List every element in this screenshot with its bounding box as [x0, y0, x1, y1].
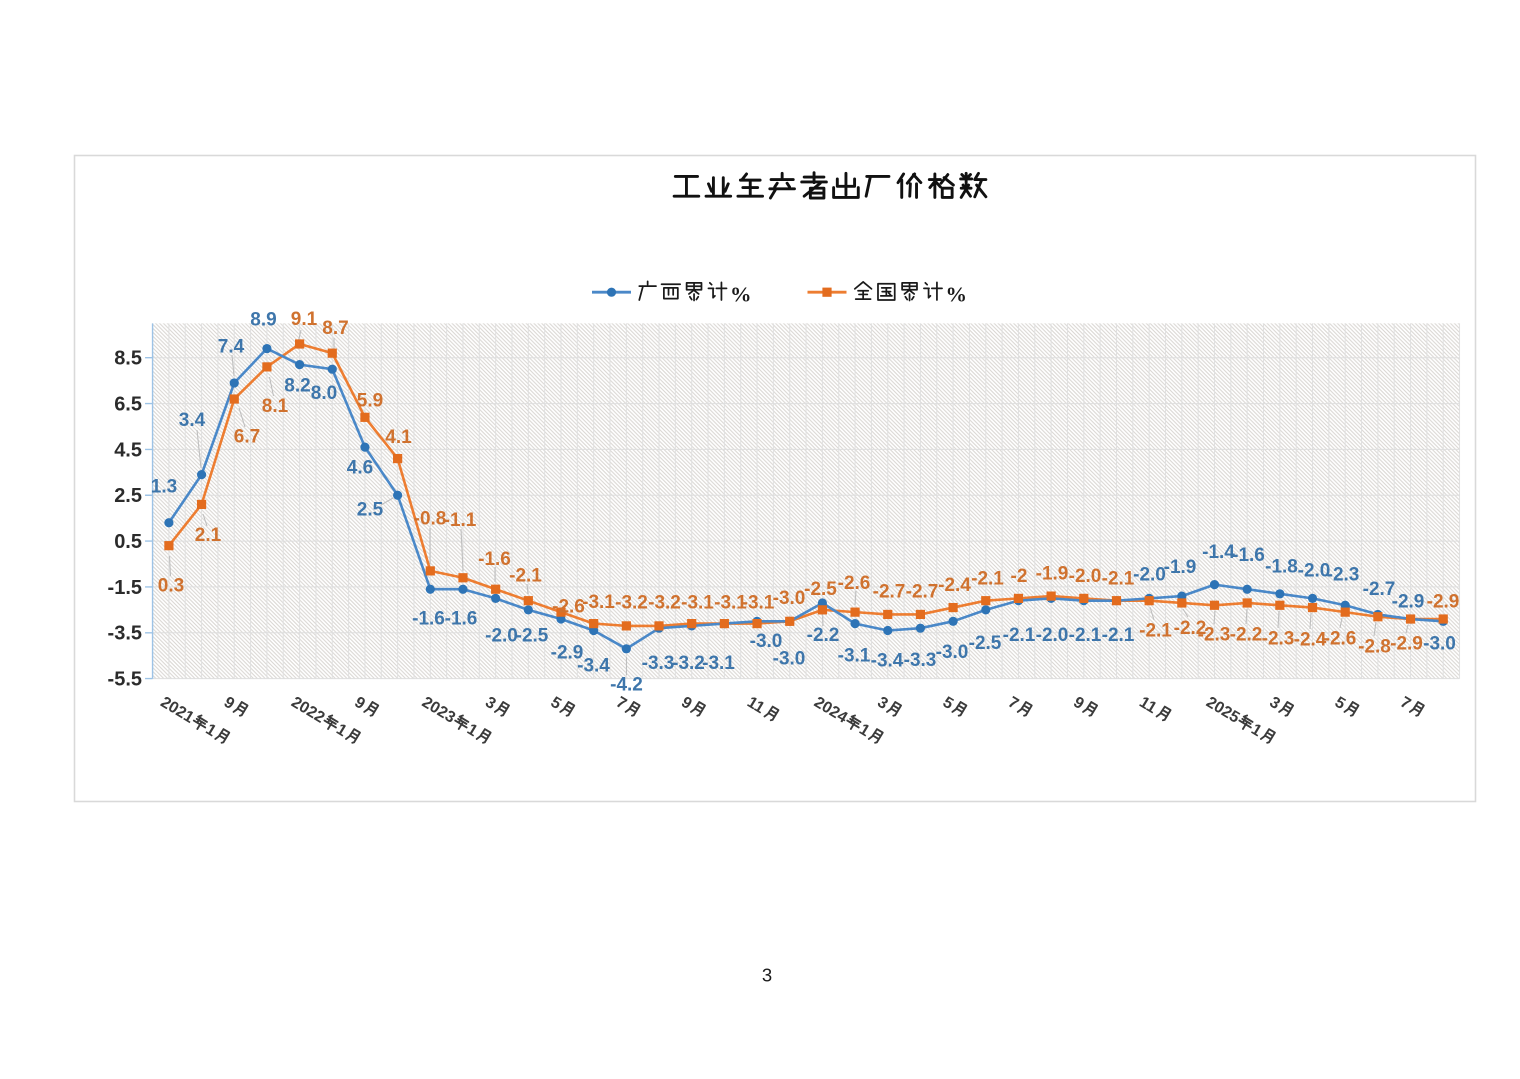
svg-text:-1.1: -1.1 — [444, 510, 477, 531]
svg-text:-1.5: -1.5 — [108, 577, 142, 599]
svg-text:3.4: 3.4 — [179, 410, 206, 431]
svg-text:-2.6: -2.6 — [1324, 628, 1357, 649]
svg-text:-1.4: -1.4 — [1202, 542, 1235, 563]
svg-text:-4.2: -4.2 — [610, 674, 643, 695]
svg-text:-3.4: -3.4 — [871, 650, 904, 671]
svg-text:3: 3 — [762, 965, 772, 986]
svg-text:-1.6: -1.6 — [445, 608, 478, 629]
svg-text:-2.1: -2.1 — [1102, 568, 1135, 589]
svg-text:-3.0: -3.0 — [936, 642, 969, 663]
svg-text:4.1: 4.1 — [385, 427, 412, 448]
svg-text:-3.0: -3.0 — [1423, 633, 1456, 654]
svg-text:-2: -2 — [1011, 566, 1028, 587]
svg-text:-2.3: -2.3 — [1262, 628, 1295, 649]
svg-text:-2.3: -2.3 — [1198, 624, 1231, 645]
svg-text:-1.6: -1.6 — [412, 608, 445, 629]
svg-text:-3.1: -3.1 — [714, 592, 747, 613]
svg-text:-2.5: -2.5 — [804, 579, 837, 600]
svg-text:-2.1: -2.1 — [1003, 625, 1036, 646]
svg-text:-2.7: -2.7 — [1363, 579, 1396, 600]
svg-text:-3.1: -3.1 — [681, 592, 714, 613]
svg-text:-2.5: -2.5 — [969, 633, 1002, 654]
svg-text:%: % — [730, 283, 752, 307]
svg-text:7.4: 7.4 — [218, 336, 245, 357]
svg-text:-2.1: -2.1 — [1139, 620, 1172, 641]
svg-text:-2.0: -2.0 — [1133, 564, 1166, 585]
svg-text:-0.8: -0.8 — [414, 508, 447, 529]
svg-text:-2.7: -2.7 — [906, 581, 939, 602]
svg-text:-2.0: -2.0 — [485, 625, 518, 646]
svg-text:8.0: 8.0 — [311, 383, 337, 404]
svg-text:0.5: 0.5 — [114, 531, 142, 553]
svg-text:-2.1: -2.1 — [509, 565, 542, 586]
svg-text:-3.2: -3.2 — [615, 592, 648, 613]
svg-text:-2.2: -2.2 — [807, 625, 840, 646]
svg-text:4.6: 4.6 — [347, 457, 373, 478]
svg-text:-2.4: -2.4 — [938, 575, 971, 596]
svg-text:-2.9: -2.9 — [1392, 591, 1425, 612]
svg-text:-3.4: -3.4 — [577, 655, 610, 676]
svg-text:6.5: 6.5 — [114, 394, 142, 416]
svg-text:-2.7: -2.7 — [873, 581, 906, 602]
svg-text:-3.5: -3.5 — [108, 623, 142, 645]
svg-text:-2.9: -2.9 — [551, 642, 584, 663]
svg-text:-1.6: -1.6 — [1232, 545, 1265, 566]
svg-text:8.2: 8.2 — [284, 375, 310, 396]
svg-text:-2.9: -2.9 — [1427, 591, 1460, 612]
svg-text:8.9: 8.9 — [250, 309, 276, 330]
svg-text:-2.0: -2.0 — [1298, 560, 1331, 581]
svg-text:-1.8: -1.8 — [1265, 556, 1298, 577]
svg-text:-2.9: -2.9 — [1390, 633, 1423, 654]
svg-text:0.3: 0.3 — [158, 575, 184, 596]
svg-text:6.7: 6.7 — [234, 426, 260, 447]
svg-text:-3.2: -3.2 — [648, 592, 681, 613]
svg-text:-1.9: -1.9 — [1036, 563, 1069, 584]
svg-text:-3.0: -3.0 — [750, 631, 783, 652]
svg-text:-2.5: -2.5 — [516, 625, 549, 646]
svg-text:-2.3: -2.3 — [1327, 564, 1360, 585]
svg-text:-2.8: -2.8 — [1358, 636, 1391, 657]
svg-text:8.5: 8.5 — [114, 348, 142, 370]
svg-text:-2.2: -2.2 — [1174, 618, 1207, 639]
svg-text:-3.2: -3.2 — [672, 653, 705, 674]
svg-text:-2.1: -2.1 — [1069, 625, 1102, 646]
svg-text:-3.0: -3.0 — [773, 588, 806, 609]
svg-text:9.1: 9.1 — [291, 309, 318, 330]
svg-text:-3.0: -3.0 — [773, 648, 806, 669]
svg-text:8.1: 8.1 — [262, 396, 289, 417]
svg-text:-2.6: -2.6 — [552, 596, 585, 617]
svg-text:2.1: 2.1 — [195, 525, 222, 546]
svg-text:11: 11 — [1136, 694, 1159, 717]
svg-text:-1.6: -1.6 — [478, 549, 511, 570]
svg-text:-3.1: -3.1 — [742, 592, 775, 613]
svg-text:11: 11 — [744, 694, 767, 717]
svg-text:-3.1: -3.1 — [702, 653, 735, 674]
svg-text:-3.1: -3.1 — [582, 592, 615, 613]
svg-text:-2.0: -2.0 — [1069, 566, 1102, 587]
svg-text:%: % — [946, 283, 968, 307]
svg-text:8.7: 8.7 — [322, 318, 348, 339]
svg-text:-3.3: -3.3 — [642, 653, 675, 674]
svg-text:-2.6: -2.6 — [838, 573, 871, 594]
svg-text:4.5: 4.5 — [114, 439, 142, 461]
svg-text:-2.1: -2.1 — [1102, 625, 1135, 646]
svg-text:2.5: 2.5 — [357, 499, 384, 520]
svg-text:-2.0: -2.0 — [1036, 625, 1069, 646]
svg-text:-2.1: -2.1 — [971, 568, 1004, 589]
svg-text:-1.9: -1.9 — [1164, 557, 1197, 578]
svg-text:5.9: 5.9 — [357, 390, 383, 411]
svg-text:-2.4: -2.4 — [1294, 629, 1327, 650]
svg-text:-3.1: -3.1 — [838, 645, 871, 666]
svg-text:-2.2: -2.2 — [1230, 624, 1263, 645]
svg-text:2.5: 2.5 — [114, 485, 142, 507]
svg-text:1.3: 1.3 — [151, 476, 177, 497]
svg-text:-5.5: -5.5 — [108, 669, 142, 691]
svg-text:-3.3: -3.3 — [904, 650, 937, 671]
